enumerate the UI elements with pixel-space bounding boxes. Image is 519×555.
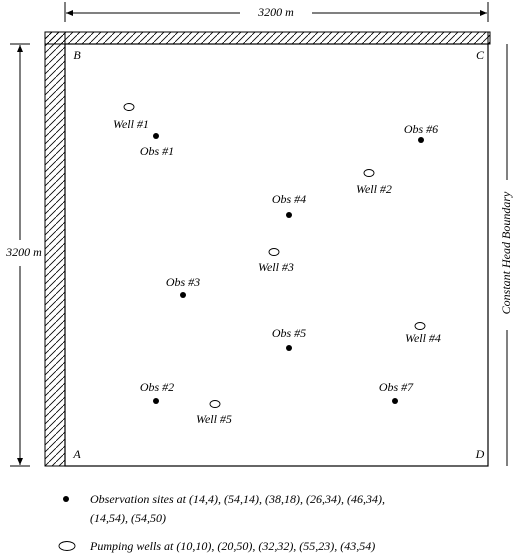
obs-marker <box>418 137 424 143</box>
obs-label: Obs #7 <box>379 380 414 394</box>
well-marker <box>414 322 426 330</box>
obs-marker <box>153 398 159 404</box>
obs-marker <box>392 398 398 404</box>
well-label: Well #1 <box>113 117 149 131</box>
obs-marker <box>180 292 186 298</box>
legend-obs-marker <box>63 496 69 502</box>
well-marker <box>209 400 221 408</box>
obs-marker <box>286 212 292 218</box>
well-label: Well #3 <box>258 260 294 274</box>
well-label: Well #2 <box>356 182 392 196</box>
obs-label: Obs #6 <box>404 122 438 136</box>
obs-label: Obs #4 <box>272 192 306 206</box>
corner-label: C <box>476 48 485 62</box>
left-dimension: 3200 m <box>5 245 42 259</box>
obs-marker <box>286 345 292 351</box>
legend-text: Pumping wells at (10,10), (20,50), (32,3… <box>89 539 375 553</box>
well-marker <box>363 169 375 177</box>
hatch-left <box>44 31 66 467</box>
legend-text: Observation sites at (14,4), (54,14), (3… <box>90 492 385 506</box>
corner-label: B <box>73 48 81 62</box>
boundary-label: Constant Head Boundary <box>499 191 513 314</box>
well-label: Well #4 <box>405 331 441 345</box>
obs-marker <box>153 133 159 139</box>
obs-label: Obs #2 <box>140 380 174 394</box>
obs-label: Obs #1 <box>140 144 174 158</box>
well-label: Well #5 <box>196 412 232 426</box>
obs-label: Obs #3 <box>166 275 200 289</box>
well-marker <box>123 103 135 111</box>
corner-label: A <box>72 447 81 461</box>
obs-label: Obs #5 <box>272 326 306 340</box>
legend-text: (14,54), (54,50) <box>90 511 166 525</box>
corner-label: D <box>475 447 485 461</box>
well-marker <box>268 248 280 256</box>
hatch-corner <box>487 31 491 45</box>
legend-well-marker <box>58 541 76 551</box>
hatch-top <box>44 31 491 45</box>
top-dimension: 3200 m <box>257 5 294 19</box>
